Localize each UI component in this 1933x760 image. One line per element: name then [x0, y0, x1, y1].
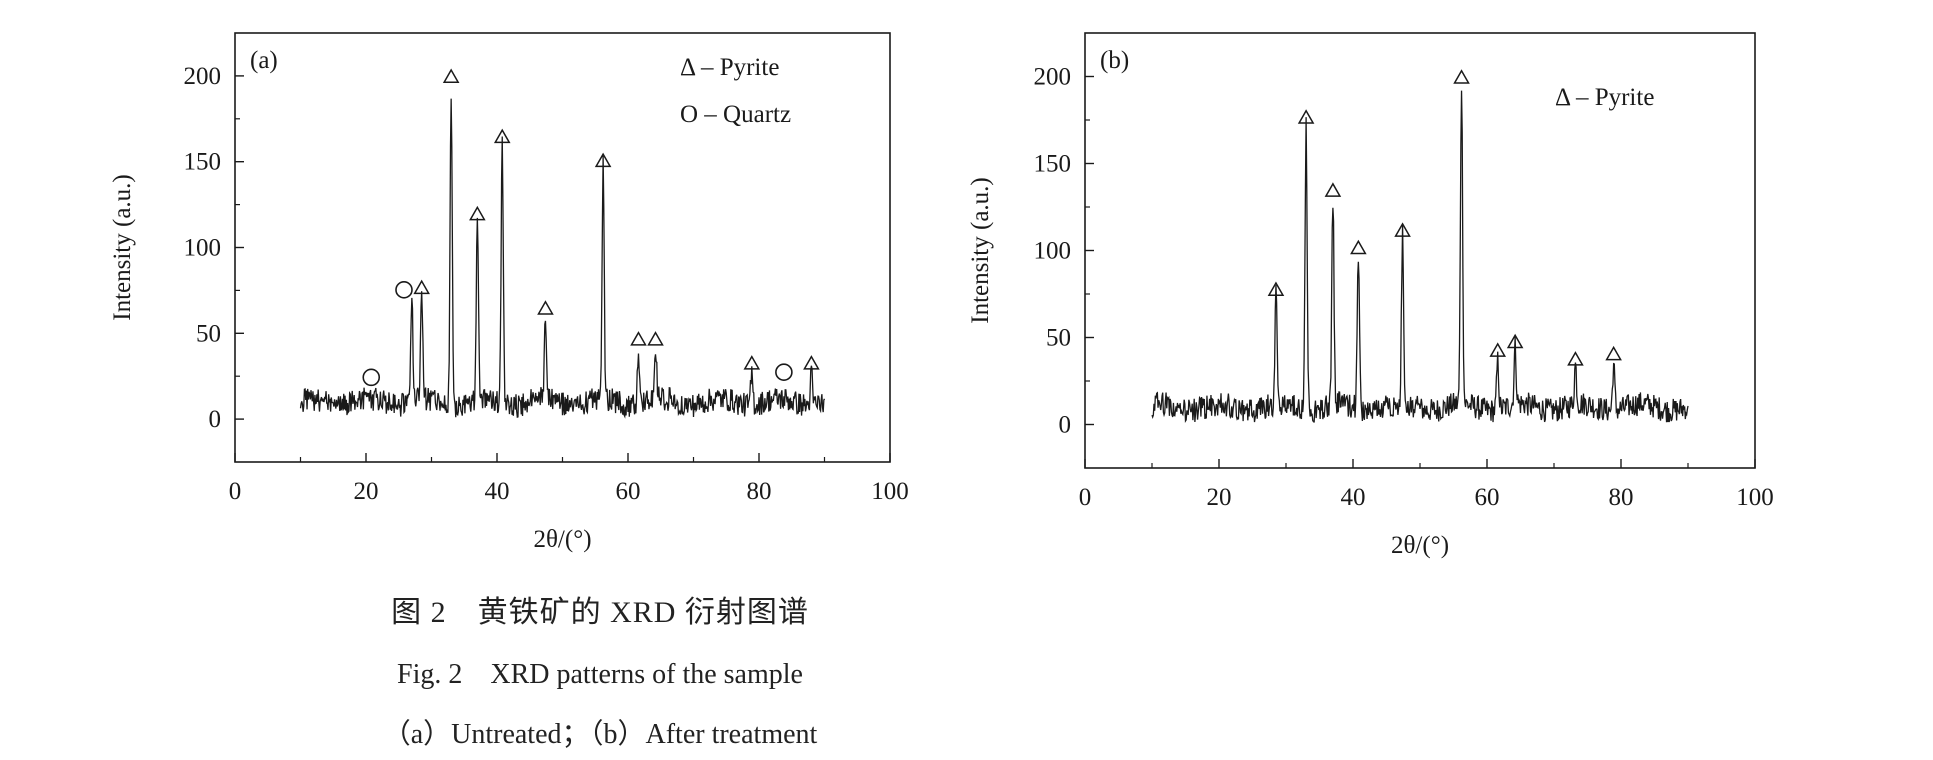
x-tick-label: 40 [1341, 484, 1366, 511]
chart-panel-b: 0 20 40 60 80 100 0 50 100 150 200 2θ/(°) Intensity … [967, 32, 1774, 559]
y-tick-label: 50 [1046, 325, 1071, 352]
pyrite-marker [493, 128, 511, 144]
pyrite-marker [537, 300, 554, 315]
legend-entry: Δ – Pyrite [680, 54, 779, 81]
y-tick-label: 0 [209, 406, 222, 433]
panel-label: (a) [250, 47, 278, 74]
quartz-marker [362, 368, 381, 387]
pyrite-marker [1350, 239, 1367, 255]
figure-caption-english: Fig. 2 XRD patterns of the sample [397, 659, 803, 690]
figure-caption-chinese: 图 2 黄铁矿的 XRD 衍射图谱 [391, 596, 809, 629]
legend-entry: O – Quartz [680, 101, 791, 128]
pyrite-marker [1489, 342, 1507, 357]
pyrite-marker [469, 205, 486, 221]
x-tick-label: 20 [354, 478, 379, 505]
x-tick-label: 80 [1609, 484, 1634, 511]
legend-entry: Δ – Pyrite [1555, 84, 1654, 111]
x-axis-title: 2θ/(°) [1391, 532, 1449, 559]
pyrite-marker [1453, 69, 1470, 84]
pyrite-marker [1267, 281, 1285, 296]
pyrite-marker [413, 279, 430, 295]
x-axis-title: 2θ/(°) [533, 526, 591, 553]
y-axis-title: Intensity (a.u.) [967, 177, 994, 323]
pyrite-marker [1297, 109, 1315, 124]
pyrite-marker [442, 68, 460, 84]
x-tick-label: 100 [871, 478, 909, 505]
pyrite-marker [1605, 345, 1622, 361]
y-axis-title: Intensity (a.u.) [109, 174, 136, 320]
y-tick-label: 50 [196, 320, 221, 347]
quartz-marker [775, 363, 793, 382]
y-tick-label: 0 [1059, 412, 1072, 439]
x-tick-label: 0 [229, 478, 242, 505]
y-tick-label: 100 [1034, 238, 1072, 265]
pyrite-marker [1394, 222, 1411, 237]
pyrite-marker [630, 331, 647, 346]
pyrite-marker [594, 152, 612, 168]
chart-panel-a: 0 20 40 60 80 100 0 50 100 150 200 2θ/(°) Intensity … [109, 32, 909, 553]
quartz-marker [395, 281, 413, 299]
y-tick-label: 150 [184, 149, 222, 176]
x-tick-label: 40 [485, 478, 510, 505]
pyrite-marker [1567, 351, 1584, 366]
y-tick-label: 200 [1034, 64, 1072, 91]
panel-label: (b) [1100, 47, 1129, 74]
pyrite-marker [803, 355, 820, 370]
pyrite-marker [743, 355, 761, 370]
x-tick-label: 80 [747, 478, 772, 505]
pyrite-marker [647, 331, 664, 346]
x-tick-label: 60 [1475, 484, 1500, 511]
xrd-trace [299, 98, 826, 419]
figure-subcaption: （a）Untreated；（b）After treatment [382, 719, 818, 750]
x-tick-label: 20 [1207, 484, 1232, 511]
y-tick-label: 150 [1034, 151, 1072, 178]
x-tick-label: 0 [1079, 484, 1092, 511]
y-tick-label: 200 [184, 63, 222, 90]
pyrite-marker [1324, 182, 1342, 197]
y-tick-label: 100 [184, 235, 222, 262]
x-tick-label: 60 [616, 478, 641, 505]
x-tick-label: 100 [1736, 484, 1774, 511]
xrd-trace [1151, 90, 1689, 423]
pyrite-marker [1506, 333, 1524, 349]
